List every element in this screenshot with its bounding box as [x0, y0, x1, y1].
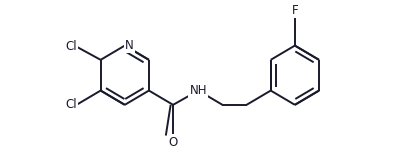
Text: Cl: Cl [65, 40, 77, 53]
Text: N: N [125, 39, 134, 52]
Text: Cl: Cl [65, 98, 77, 111]
Text: F: F [292, 4, 298, 17]
Text: O: O [168, 136, 178, 149]
Text: NH: NH [190, 84, 207, 97]
